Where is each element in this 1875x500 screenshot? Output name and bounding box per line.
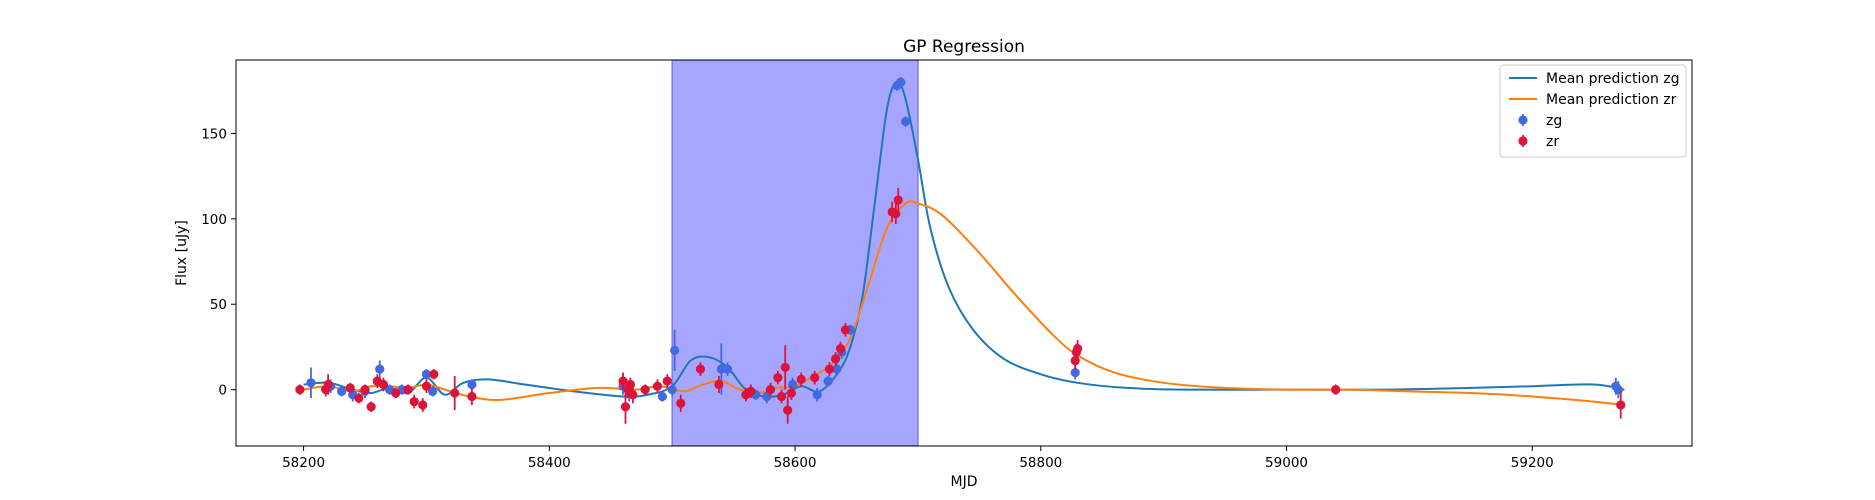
legend-label: zg xyxy=(1546,113,1562,129)
data-point xyxy=(722,364,733,374)
data-point xyxy=(776,391,787,402)
data-point xyxy=(657,391,667,402)
data-point xyxy=(429,369,439,379)
data-point xyxy=(1331,385,1341,395)
x-tick-label: 58600 xyxy=(774,455,817,471)
legend-label: zr xyxy=(1546,134,1559,150)
data-point xyxy=(360,385,370,395)
data-point xyxy=(306,378,316,388)
data-point xyxy=(831,354,841,364)
data-point xyxy=(354,393,364,403)
data-point xyxy=(628,390,638,400)
data-point xyxy=(832,364,842,374)
data-point xyxy=(1070,367,1080,378)
data-point xyxy=(676,398,686,408)
data-point xyxy=(403,385,413,395)
data-point xyxy=(345,383,355,393)
data-point xyxy=(893,195,903,205)
data-point xyxy=(366,402,376,412)
data-point xyxy=(295,385,305,395)
data-point xyxy=(620,402,631,412)
data-point xyxy=(467,391,477,402)
data-point xyxy=(773,373,783,383)
plot-area: 58200 58400 58600 58800 59000 59200 0 50 100 150 xyxy=(201,59,1693,471)
data-point xyxy=(812,390,822,400)
data-point xyxy=(823,376,833,386)
data-point xyxy=(746,386,756,396)
data-point xyxy=(780,362,790,373)
x-axis-label: MJD xyxy=(951,474,978,490)
data-point xyxy=(337,386,347,396)
data-point xyxy=(824,364,835,374)
data-point xyxy=(762,391,772,402)
data-point xyxy=(409,396,419,407)
data-point xyxy=(1073,344,1083,354)
x-tick-label: 58400 xyxy=(528,455,571,471)
data-point xyxy=(786,388,796,398)
data-point xyxy=(667,385,677,395)
data-point xyxy=(1616,400,1626,410)
legend: Mean prediction zg Mean prediction zr zg zr xyxy=(1499,64,1687,158)
data-point xyxy=(835,344,846,354)
data-point xyxy=(787,379,798,390)
legend-label: Mean prediction zg xyxy=(1546,71,1680,87)
data-point xyxy=(714,379,724,390)
axes-frame xyxy=(235,59,1693,447)
data-point xyxy=(652,381,663,391)
legend-label: Mean prediction zr xyxy=(1546,92,1677,108)
data-point xyxy=(695,364,706,374)
series-points-zr xyxy=(295,188,1626,424)
x-tick-label: 58200 xyxy=(282,455,325,471)
data-point xyxy=(1070,356,1080,366)
x-tick-label: 59200 xyxy=(1511,455,1554,471)
chart-title: GP Regression xyxy=(903,37,1025,57)
plot-content xyxy=(295,60,1626,446)
legend-marker-swatch xyxy=(1518,115,1528,125)
y-tick-label: 50 xyxy=(210,297,227,313)
data-point xyxy=(375,364,385,374)
legend-box xyxy=(1499,64,1687,158)
data-point xyxy=(783,405,793,415)
data-point xyxy=(901,116,911,127)
data-point xyxy=(662,376,672,386)
data-point xyxy=(765,385,776,395)
data-point xyxy=(640,385,650,395)
data-point xyxy=(421,369,432,379)
data-point xyxy=(618,376,628,386)
data-point xyxy=(418,400,428,410)
data-point xyxy=(796,374,806,384)
data-point xyxy=(450,388,460,398)
data-point xyxy=(840,325,851,335)
data-point xyxy=(896,77,906,87)
y-tick-label: 100 xyxy=(201,212,227,228)
legend-marker-swatch xyxy=(1518,136,1528,146)
data-point xyxy=(391,388,401,398)
data-point xyxy=(810,373,820,383)
data-point xyxy=(421,381,432,391)
data-point xyxy=(670,345,680,355)
y-axis-label: Flux [uJy] xyxy=(174,220,190,286)
data-point xyxy=(467,379,477,390)
data-point xyxy=(378,379,389,390)
data-point xyxy=(323,379,333,390)
y-tick-label: 0 xyxy=(218,383,227,399)
y-tick-label: 150 xyxy=(201,126,227,142)
data-point xyxy=(427,386,438,396)
x-tick-label: 59000 xyxy=(1265,455,1308,471)
x-tick-label: 58800 xyxy=(1019,455,1062,471)
